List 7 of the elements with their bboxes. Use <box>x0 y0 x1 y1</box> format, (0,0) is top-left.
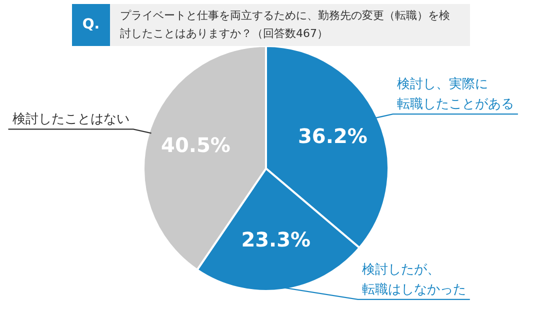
chart-title: プライベートと仕事を両立するために、勤務先の変更（転職）を検討したことはありますか？（回答数467） <box>120 8 450 40</box>
text: Q. <box>82 16 100 33</box>
slice-label: 検討したが、転職はしなかった <box>362 262 466 298</box>
data-label: 36.2% <box>298 124 368 148</box>
slice-label: 検討したことはない <box>12 112 130 128</box>
data-label: 23.3% <box>241 228 311 252</box>
slice-label: 検討し、実際に転職したことがある <box>396 76 514 112</box>
